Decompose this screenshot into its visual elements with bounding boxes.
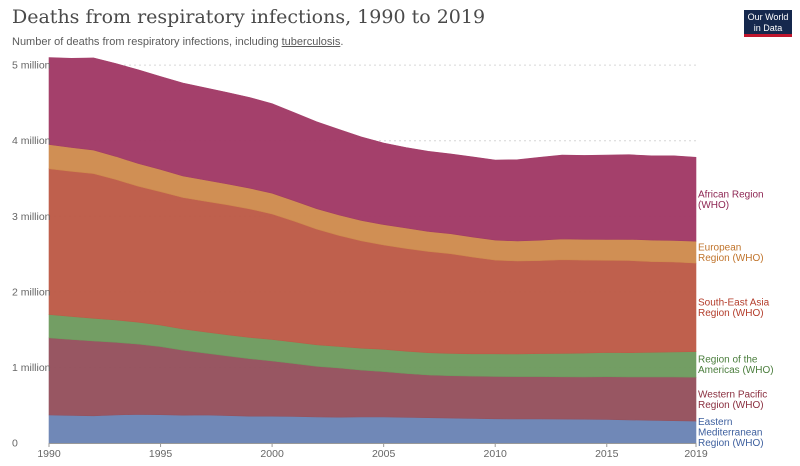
x-axis: 1990 1995 2000 2005 2010 2015 2019 [37,443,708,460]
x-tick-label: 1995 [149,448,173,460]
area-african-region-who[interactable] [48,57,697,242]
series-label: Region of the Americas (WHO) [698,355,774,377]
x-tick-label: 2019 [684,448,708,460]
series-label: Western Pacific Region (WHO) [698,389,767,411]
x-tick-label: 2015 [595,448,619,460]
series-label: European Region (WHO) [698,242,764,264]
y-tick-label: 2 million [12,286,51,298]
y-tick-label: 5 million [12,60,51,72]
series-labels: Eastern Mediterranean Region (WHO) Western … [698,190,774,450]
series-label: African Region (WHO) [698,190,764,212]
y-tick-label: 1 million [12,362,51,374]
subtitle-suffix: . [340,36,344,48]
logo-line-2: in Data [753,22,783,33]
y-axis: 0 1 million 2 million 3 million 4 million 5 m… [12,60,51,450]
y-tick-label: 4 million [12,135,51,147]
y-tick-label: 3 million [12,211,51,223]
logo-line-1: Our World [747,12,789,22]
chart-subtitle: Number of deaths from respiratory infect… [12,36,343,48]
owid-logo[interactable]: Our World in Data [744,10,792,37]
y-tick-label: 0 [12,438,18,450]
series-label: South-East Asia Region (WHO) [698,298,770,320]
tuberculosis-link[interactable]: tuberculosis [281,36,341,48]
subtitle-text: Number of deaths from respiratory infect… [12,36,282,48]
area-series [48,57,697,444]
series-label: Eastern Mediterranean Region (WHO) [698,417,764,449]
x-tick-label: 2000 [260,448,284,460]
chart-title: Deaths from respiratory infections, 1990… [12,6,486,28]
x-tick-label: 2010 [484,448,508,460]
x-tick-label: 2005 [372,448,396,460]
x-tick-label: 1990 [37,448,61,460]
